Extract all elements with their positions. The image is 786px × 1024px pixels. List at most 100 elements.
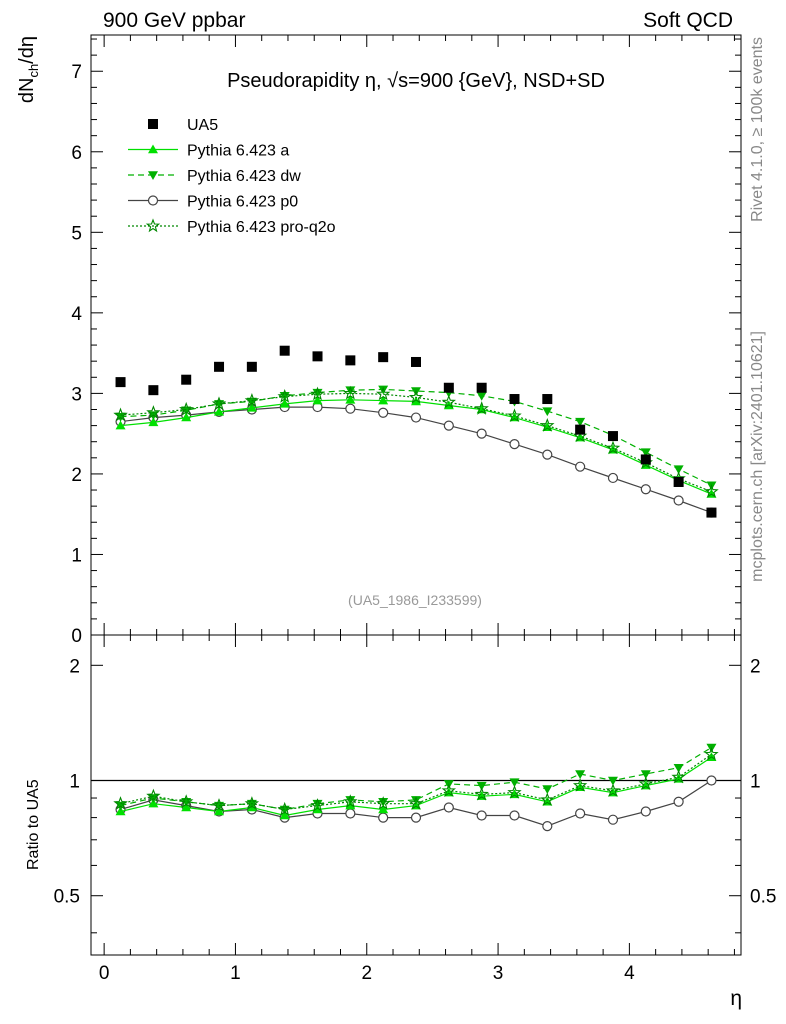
- data-point: [673, 495, 684, 506]
- data-point: [673, 773, 684, 783]
- legend: UA5 Pythia 6.423 a Pythia 6.423 dw Pythia 6…: [128, 117, 336, 236]
- data-point: [443, 382, 454, 393]
- data-point: [640, 806, 651, 817]
- data-point: [376, 386, 391, 401]
- rivet-label: Rivet 4.1.0, ≥ 100k events: [749, 37, 766, 222]
- data-point: [312, 388, 323, 398]
- data-point: [542, 394, 553, 405]
- ratio-series-pythia-6-423-pro-q2o: [113, 746, 719, 816]
- series-line: [120, 392, 712, 493]
- data-point: [411, 796, 421, 805]
- ratio-plot-area: [91, 743, 741, 832]
- data-point: [279, 345, 290, 356]
- data-point: [146, 405, 161, 419]
- data-point: [411, 356, 421, 367]
- data-point: [378, 804, 389, 814]
- data-point: [179, 401, 194, 416]
- data-point: [378, 385, 389, 395]
- data-point: [443, 420, 454, 431]
- data-point: [408, 389, 424, 404]
- ratio-y-tick-label-left: 1: [69, 772, 80, 793]
- data-point: [148, 798, 159, 808]
- data-point: [345, 796, 356, 805]
- data-point: [310, 798, 325, 812]
- chart-title: Pseudorapidity η, √s=900 {GeV}, NSD+SD: [227, 70, 605, 92]
- ratio-y-tick-label-right: 1: [750, 772, 761, 793]
- data-point: [575, 808, 586, 819]
- header-right: Soft QCD: [643, 9, 733, 32]
- data-point: [474, 401, 489, 415]
- data-point: [607, 431, 618, 442]
- legend-label: Pythia 6.423 p0: [187, 194, 298, 211]
- legend-label: Pythia 6.423 a: [187, 143, 289, 160]
- data-point: [542, 821, 553, 832]
- data-point: [411, 800, 421, 810]
- ratio-y-tick-label-right: 0.5: [750, 887, 776, 908]
- legend-marker: [147, 195, 159, 206]
- main-axes: 0 1 2 3 4 5 6 7: [71, 35, 741, 647]
- data-point: [575, 424, 586, 435]
- x-axis-title: η: [730, 987, 742, 1010]
- data-point: [673, 465, 684, 475]
- y-tick-label: 4: [71, 304, 82, 325]
- legend-label: Pythia 6.423 pro-q2o: [187, 219, 336, 236]
- legend-item: UA5: [148, 117, 218, 134]
- data-point: [509, 810, 520, 821]
- data-point: [673, 476, 684, 487]
- ratio-frame: [90, 634, 742, 956]
- ratio-y-tick-label-left: 0.5: [54, 887, 80, 908]
- data-point: [345, 808, 356, 819]
- data-point: [640, 770, 651, 779]
- data-point: [476, 428, 487, 439]
- series-pythia-6-423-a: [115, 394, 717, 498]
- data-point: [640, 484, 651, 495]
- data-point: [343, 794, 358, 808]
- data-point: [640, 448, 651, 458]
- mcplots-label: mcplots.cern.ch [arXiv:2401.10621]: [749, 331, 766, 582]
- data-point: [115, 377, 126, 388]
- data-point: [378, 798, 389, 807]
- data-point: [671, 769, 686, 784]
- ratio-series-pythia-6-423-dw: [115, 743, 717, 815]
- data-point: [214, 361, 225, 372]
- y-tick-label: 5: [71, 223, 82, 244]
- x-tick-label: 0: [99, 963, 110, 984]
- data-point: [542, 407, 553, 417]
- data-point: [443, 802, 454, 813]
- data-point: [179, 794, 194, 808]
- data-point: [476, 781, 487, 791]
- data-point: [345, 394, 356, 404]
- y-tick-label: 2: [71, 465, 82, 486]
- data-point: [378, 395, 389, 405]
- data-point: [476, 810, 487, 821]
- legend-label: UA5: [187, 117, 218, 134]
- series-pythia-6-423-p0: [115, 401, 717, 518]
- main-plot-area: [113, 345, 719, 518]
- x-tick-label: 4: [624, 963, 635, 984]
- data-point: [607, 472, 619, 484]
- data-point: [277, 801, 292, 816]
- data-point: [441, 783, 456, 797]
- legend-marker: [148, 144, 158, 154]
- data-point: [378, 352, 389, 363]
- data-point: [345, 355, 356, 366]
- data-point: [277, 389, 292, 403]
- data-point: [312, 351, 323, 362]
- data-point: [542, 796, 553, 806]
- data-point: [244, 796, 260, 810]
- data-point: [115, 806, 126, 816]
- data-point: [181, 412, 192, 422]
- ratio-y-tick-label-right: 2: [750, 656, 761, 677]
- header-left: 900 GeV ppbar: [103, 9, 245, 32]
- data-point: [214, 406, 225, 416]
- data-point: [476, 382, 487, 393]
- data-point: [378, 812, 389, 823]
- data-point: [279, 398, 290, 408]
- data-point: [507, 785, 522, 799]
- legend-item: Pythia 6.423 p0: [128, 194, 298, 211]
- data-point: [607, 814, 619, 825]
- data-point: [704, 483, 719, 498]
- data-point: [211, 396, 227, 410]
- ratio-y-tick-label-left: 2: [69, 656, 80, 677]
- legend-item: Pythia 6.423 dw: [128, 168, 301, 185]
